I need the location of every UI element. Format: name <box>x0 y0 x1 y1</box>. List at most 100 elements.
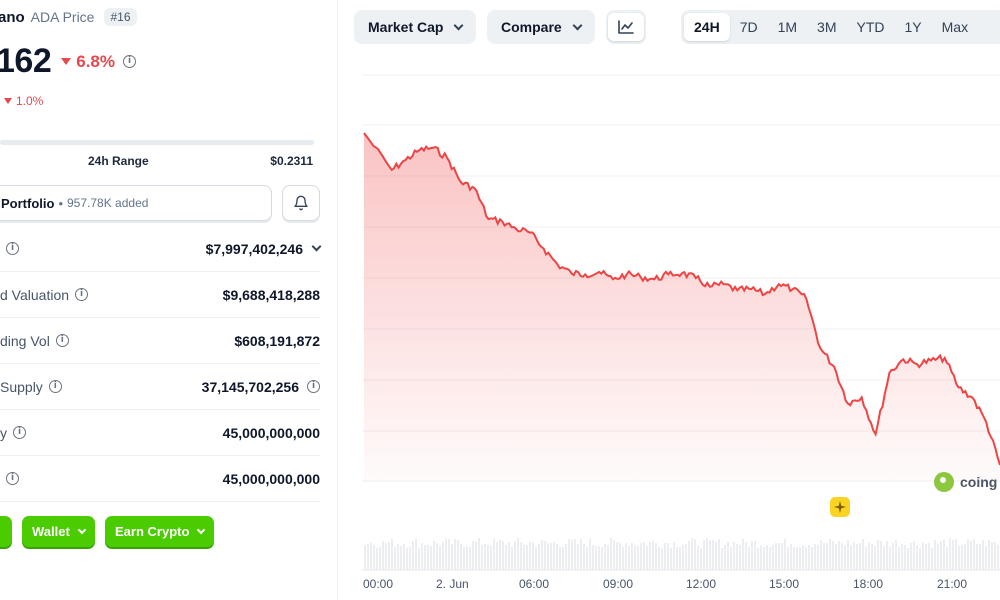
volume-bar <box>913 541 915 570</box>
volume-bar <box>481 545 483 570</box>
volume-bar <box>373 545 375 570</box>
buy-button[interactable] <box>0 516 12 547</box>
volume-bar <box>451 544 453 570</box>
volume-bar <box>403 544 405 570</box>
volume-bar <box>652 541 654 570</box>
event-marker-icon[interactable] <box>830 497 850 517</box>
volume-bar <box>442 542 444 570</box>
volume-bar <box>562 547 564 570</box>
volume-bar <box>364 545 366 570</box>
info-icon[interactable]: i <box>122 55 136 68</box>
volume-bar <box>934 540 936 570</box>
volume-bar <box>541 540 543 570</box>
volume-bar <box>847 540 849 570</box>
volume-bar <box>742 539 744 570</box>
chart-type-toggle[interactable] <box>606 10 646 44</box>
compare-dropdown[interactable]: Compare <box>487 10 595 44</box>
range-tab-24h[interactable]: 24H <box>684 13 730 41</box>
volume-bar <box>424 545 426 570</box>
range-tab-1y[interactable]: 1Y <box>904 19 922 35</box>
volume-bar <box>433 541 435 570</box>
range-tab-3m[interactable]: 3M <box>817 19 837 35</box>
volume-bar <box>820 540 822 570</box>
volume-bar <box>892 543 894 570</box>
volume-bar <box>466 546 468 570</box>
volume-bar <box>775 543 777 570</box>
volume-bar <box>664 543 666 570</box>
volume-bar <box>901 544 903 570</box>
add-to-portfolio-button[interactable]: Portfolio • 957.78K added <box>0 185 272 221</box>
volume-bar <box>658 547 660 570</box>
info-icon[interactable]: i <box>13 426 26 439</box>
stat-row: Supply i 37,145,702,256 i <box>0 364 320 410</box>
volume-bar <box>592 545 594 570</box>
stat-label-text: y <box>0 424 7 441</box>
stats-list: i $7,997,402,246 d Valuation i $9,688,418,28… <box>0 226 322 502</box>
wallet-button[interactable]: Wallet <box>22 516 95 547</box>
volume-bar <box>385 543 387 570</box>
volume-bar <box>487 545 489 570</box>
earn-crypto-button[interactable]: Earn Crypto <box>105 516 215 547</box>
volume-bar <box>937 544 939 570</box>
volume-bar <box>553 542 555 570</box>
x-tick-label: 2. Jun <box>436 577 469 591</box>
rank-badge: #16 <box>104 8 137 26</box>
info-icon[interactable]: i <box>75 288 89 301</box>
info-icon[interactable]: i <box>48 380 62 393</box>
volume-bar <box>610 538 612 570</box>
volume-bar <box>475 542 477 570</box>
coin-name: ano <box>0 8 25 26</box>
volume-bar <box>391 539 393 570</box>
price-line <box>363 132 1000 466</box>
info-icon[interactable]: i <box>6 472 19 485</box>
volume-bar <box>529 542 531 570</box>
volume-bar <box>523 545 525 570</box>
range-tab-7d[interactable]: 7D <box>739 19 758 35</box>
line-chart-button[interactable] <box>608 13 644 41</box>
gecko-logo-icon <box>934 472 954 492</box>
info-icon[interactable]: i <box>307 380 320 393</box>
volume-bar <box>904 545 906 570</box>
price-row: 162 6.8% i <box>0 42 136 81</box>
volume-bar <box>964 544 966 570</box>
volume-bar <box>436 543 438 570</box>
volume-bar <box>727 542 729 570</box>
stat-value-text: $608,191,872 <box>234 332 320 349</box>
volume-bar <box>397 544 399 570</box>
volume-bar <box>439 546 441 570</box>
stat-value: $608,191,872 <box>234 333 320 349</box>
volume-bar <box>568 539 570 570</box>
volume-bar <box>895 540 897 570</box>
line-chart-icon <box>618 20 634 34</box>
volume-bar <box>769 547 771 570</box>
volume-bar <box>616 542 618 570</box>
volume-bar <box>589 539 591 570</box>
range-tab-ytd[interactable]: YTD <box>856 19 885 35</box>
range-tab-max[interactable]: Max <box>941 19 969 35</box>
volume-bar <box>622 547 624 570</box>
down-arrow-icon <box>61 58 72 65</box>
volume-bar <box>427 545 429 570</box>
market-cap-dropdown[interactable]: Market Cap <box>354 10 477 44</box>
volume-bar <box>565 544 567 570</box>
volume-bar <box>667 543 669 570</box>
volume-bar <box>367 544 369 570</box>
volume-bar <box>682 545 684 570</box>
volume-bar <box>796 547 798 570</box>
info-icon[interactable]: i <box>55 334 69 347</box>
price-alert-button[interactable] <box>282 185 320 221</box>
volume-bar <box>718 539 720 570</box>
volume-bar <box>712 540 714 570</box>
volume-bar <box>409 547 411 570</box>
range-tab-1m[interactable]: 1M <box>777 19 798 35</box>
volume-bar <box>772 545 774 570</box>
volume-bar <box>493 539 495 570</box>
volume-bar <box>817 545 819 570</box>
volume-bar <box>478 538 480 570</box>
volume-bar <box>715 542 717 570</box>
info-icon[interactable]: i <box>6 242 19 255</box>
volume-bar <box>838 541 840 570</box>
volume-bar <box>976 544 978 570</box>
volume-bar <box>418 548 420 570</box>
